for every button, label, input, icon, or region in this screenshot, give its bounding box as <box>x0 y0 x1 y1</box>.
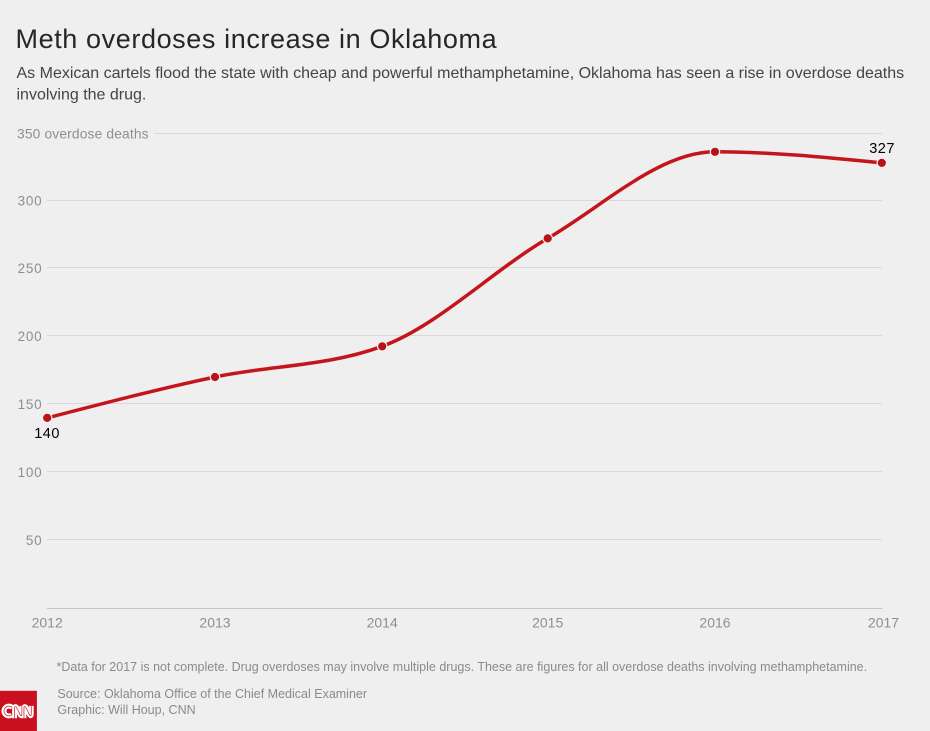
svg-text:Source: Oklahoma Office of the: Source: Oklahoma Office of the Chief Med… <box>57 687 367 701</box>
svg-text:2017: 2017 <box>868 615 899 631</box>
svg-text:Graphic: Will Houp, CNN: Graphic: Will Houp, CNN <box>57 703 195 717</box>
svg-text:327: 327 <box>869 141 895 157</box>
svg-text:140: 140 <box>34 426 60 442</box>
svg-text:350 overdose deaths: 350 overdose deaths <box>17 126 149 141</box>
svg-text:250: 250 <box>18 261 43 276</box>
svg-text:2016: 2016 <box>699 615 730 631</box>
svg-text:Meth overdoses increase in Okl: Meth overdoses increase in Oklahoma <box>16 24 498 54</box>
svg-text:50: 50 <box>26 533 42 548</box>
svg-text:involving the drug.: involving the drug. <box>17 87 147 104</box>
svg-text:2012: 2012 <box>32 615 63 631</box>
svg-text:150: 150 <box>18 397 43 412</box>
svg-text:2014: 2014 <box>367 615 398 631</box>
svg-text:*Data for 2017 is not complete: *Data for 2017 is not complete. Drug ove… <box>57 660 868 674</box>
svg-text:2013: 2013 <box>199 615 230 631</box>
svg-text:200: 200 <box>18 329 43 344</box>
svg-text:2015: 2015 <box>532 615 563 631</box>
svg-text:300: 300 <box>18 194 43 209</box>
svg-text:As Mexican cartels flood the s: As Mexican cartels flood the state with … <box>17 65 905 82</box>
svg-text:100: 100 <box>18 465 43 480</box>
